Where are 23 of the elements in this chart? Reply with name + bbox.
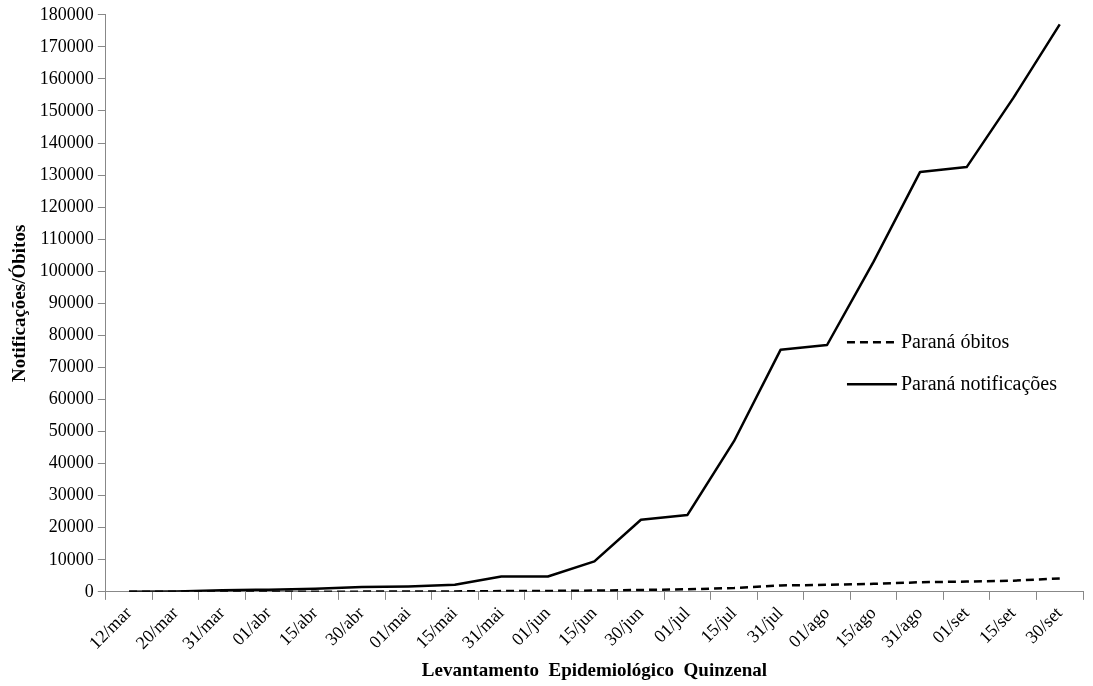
y-tick-label: 150000 [39, 99, 94, 120]
y-tick-label: 50000 [48, 420, 94, 441]
y-tick-label: 40000 [48, 452, 94, 473]
legend-label: Paraná óbitos [900, 329, 1010, 352]
y-tick-label: 180000 [39, 3, 94, 24]
y-tick-label: 20000 [48, 516, 94, 537]
y-tick-label: 70000 [48, 356, 94, 377]
y-tick-label: 120000 [39, 195, 94, 216]
y-axis-title: Notificações/Óbitos [8, 224, 30, 382]
y-tick-label: 140000 [39, 131, 94, 152]
y-tick-label: 90000 [48, 292, 94, 313]
y-tick-label: 80000 [48, 324, 94, 345]
y-tick-label: 0 [84, 580, 94, 601]
y-tick-label: 100000 [39, 260, 94, 281]
y-tick-label: 30000 [48, 484, 94, 505]
y-tick-label: 160000 [39, 67, 94, 88]
y-tick-label: 130000 [39, 163, 94, 184]
y-tick-label: 170000 [39, 35, 94, 56]
y-tick-label: 110000 [40, 227, 94, 248]
x-axis-title: Levantamento Epidemiológico Quinzenal [421, 658, 767, 680]
legend-label: Paraná notificações [900, 371, 1058, 395]
y-tick-label: 60000 [48, 388, 94, 409]
y-tick-label: 10000 [48, 548, 94, 569]
